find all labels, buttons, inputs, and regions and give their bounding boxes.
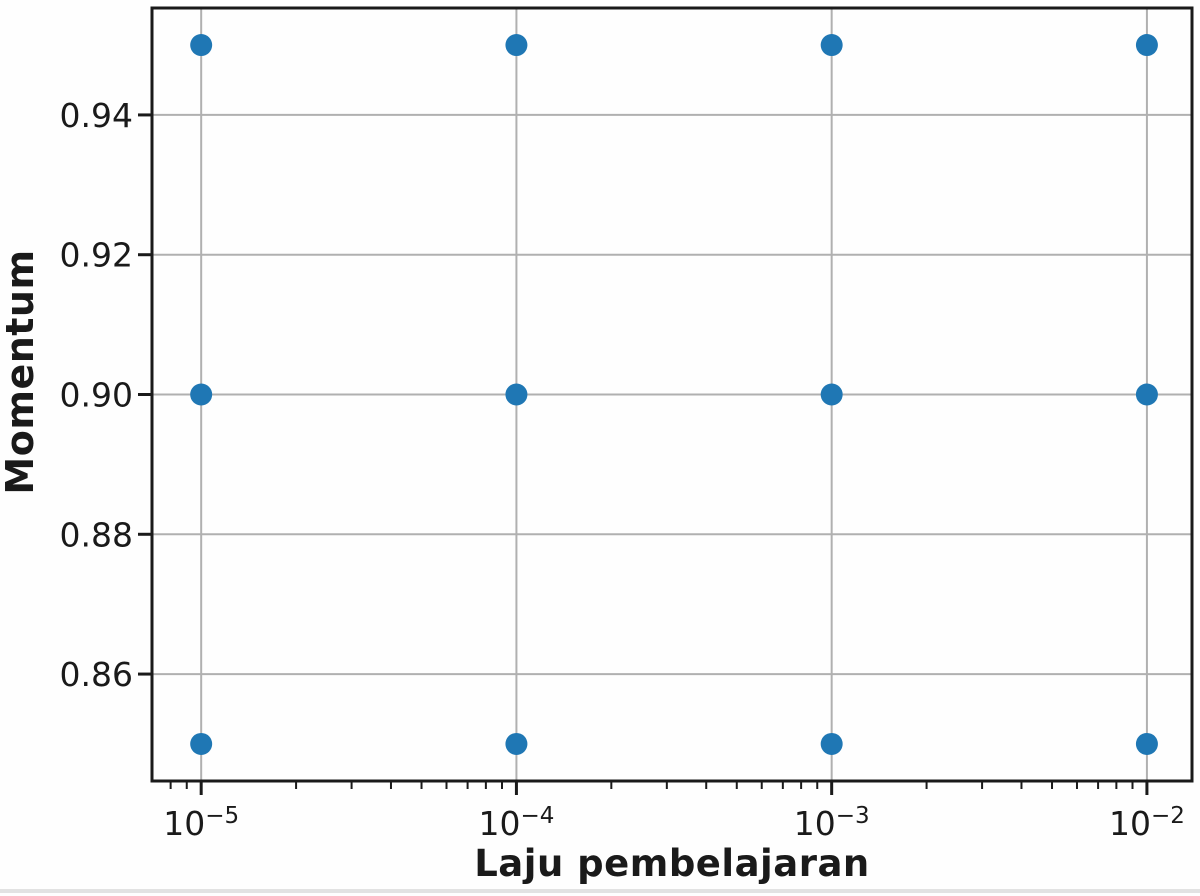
x-tick-label: 10−3: [794, 803, 870, 843]
y-tick-label: 0.86: [60, 655, 133, 694]
data-point: [1135, 732, 1158, 755]
y-tick-label: 0.90: [60, 376, 133, 415]
data-point: [820, 383, 843, 406]
y-tick-label: 0.92: [60, 236, 133, 275]
data-point: [1135, 383, 1158, 406]
data-point: [820, 732, 843, 755]
data-point: [820, 34, 843, 57]
bottom-edge-line: [0, 889, 1200, 893]
data-point: [505, 383, 528, 406]
x-tick-label: 10−4: [478, 803, 554, 843]
x-tick-label: 10−5: [163, 803, 239, 843]
plot-border: [150, 6, 1194, 783]
x-tick-label: 10−2: [1109, 803, 1185, 843]
data-point: [190, 34, 213, 57]
data-point: [190, 732, 213, 755]
data-point: [505, 732, 528, 755]
data-point: [505, 34, 528, 57]
y-tick-label: 0.88: [60, 515, 133, 554]
data-point: [1135, 34, 1158, 57]
y-axis-label: Momentum: [0, 249, 42, 495]
y-tick-label: 0.94: [60, 96, 133, 135]
x-axis-label: Laju pembelajaran: [474, 842, 870, 885]
data-point: [190, 383, 213, 406]
